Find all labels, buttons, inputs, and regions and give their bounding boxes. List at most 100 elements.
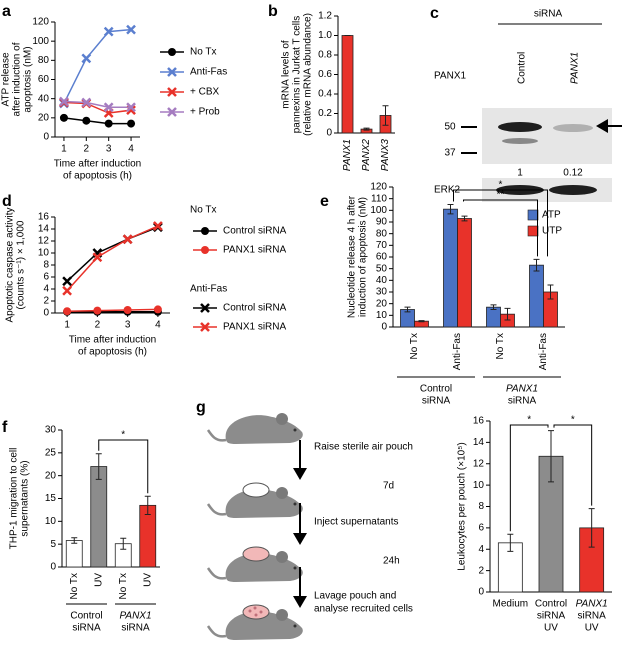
x-tick-label: 3 <box>125 320 131 331</box>
y-tick-label: 120 <box>370 182 387 193</box>
x-tick-label: 1 <box>64 320 70 331</box>
legend-label: Control siRNA <box>223 303 287 314</box>
y-tick-label: 90 <box>376 217 388 228</box>
arrow-head <box>293 596 307 608</box>
data-point <box>59 96 69 107</box>
x-tick-label: No Tx <box>69 573 80 600</box>
bar <box>90 466 108 568</box>
arrow-head <box>596 119 608 133</box>
legend-marker <box>200 303 210 313</box>
legend-label: + CBX <box>190 87 220 98</box>
error-bar <box>382 105 389 126</box>
y-tick-label: 6 <box>43 272 49 283</box>
y-tick-label: 1.0 <box>318 30 332 41</box>
x-tick-label: No Tx <box>118 573 129 600</box>
error-bar <box>418 320 425 323</box>
legend-swatch <box>527 225 539 237</box>
blot-band <box>553 124 593 132</box>
step-label: Raise sterile air pouch <box>314 442 413 453</box>
y-tick-label: 14 <box>473 437 485 448</box>
mouse <box>206 411 305 446</box>
y-tick-label: 4 <box>43 284 49 295</box>
y-tick-label: 4 <box>478 544 484 555</box>
group-label: PANX1 <box>119 611 151 622</box>
y-tick-label: 0.4 <box>318 89 332 100</box>
air-pouch <box>242 482 270 498</box>
significance-label: * <box>499 180 503 191</box>
y-axis-label: supernatants (%) <box>20 460 31 536</box>
y-tick-label: 0.8 <box>318 50 332 61</box>
y-tick-label: 25 <box>45 447 57 458</box>
y-tick-label: 100 <box>370 205 387 216</box>
significance-bracket <box>509 424 549 532</box>
y-tick-label: 6 <box>478 523 484 534</box>
y-tick-label: 8 <box>43 260 49 271</box>
y-tick-label: 5 <box>50 539 56 550</box>
bar <box>457 218 472 328</box>
x-tick-label: 2 <box>84 144 90 155</box>
series-line <box>66 225 159 292</box>
y-tick-label: 0 <box>50 562 56 573</box>
data-point <box>62 276 72 287</box>
significance-bracket <box>463 199 538 257</box>
legend-label: Anti-Fas <box>190 67 227 78</box>
y-tick-label: 12 <box>38 236 50 247</box>
y-tick-label: 0 <box>381 322 387 333</box>
panel-label: d <box>2 193 12 210</box>
x-tick-label: PANX1 <box>576 599 608 610</box>
significance-bracket <box>98 439 149 494</box>
x-tick-label: 3 <box>106 144 112 155</box>
y-tick-label: 12 <box>473 458 485 469</box>
y-tick-label: 0 <box>478 587 484 598</box>
y-tick-label: 120 <box>32 17 49 28</box>
lane-label: PANX1 <box>570 52 581 84</box>
group-label: Control <box>70 611 102 622</box>
error-bar <box>547 284 554 300</box>
legend-label: PANX1 siRNA <box>223 245 286 256</box>
group-label: siRNA <box>508 396 537 407</box>
x-tick-label: siRNA <box>577 611 606 622</box>
significance-label: * <box>527 415 531 426</box>
y-axis-label: ATP release <box>1 52 12 107</box>
data-point <box>92 252 103 263</box>
blot-band <box>498 122 542 132</box>
error-bar <box>533 258 540 272</box>
x-axis-label: Time after induction <box>54 159 141 170</box>
interval-label: 7d <box>383 481 394 492</box>
cell-dot <box>248 609 252 613</box>
legend-label: PANX1 siRNA <box>223 322 286 333</box>
y-axis-label: after induction of <box>12 42 23 116</box>
step-label: Lavage pouch and <box>314 591 396 602</box>
x-tick-label: Medium <box>493 599 529 610</box>
group-label: siRNA <box>422 396 451 407</box>
error-bar <box>507 533 514 552</box>
cell-dot <box>254 613 258 617</box>
legend-label: Control siRNA <box>223 226 287 237</box>
x-tick-label: 4 <box>155 320 161 331</box>
x-tick-label: siRNA <box>537 611 566 622</box>
data-point <box>81 53 92 64</box>
x-tick-label: UV <box>585 623 599 634</box>
recruited-cells <box>248 606 263 617</box>
y-axis-label: (relative mRNA abundance) <box>303 13 314 136</box>
panel-label: e <box>320 193 329 210</box>
y-tick-label: 50 <box>376 263 388 274</box>
x-axis-label: of apoptosis (h) <box>63 171 132 182</box>
y-tick-label: 0.2 <box>318 108 332 119</box>
data-point <box>127 119 136 128</box>
error-bar <box>144 495 151 515</box>
y-tick-label: 1.2 <box>318 11 332 22</box>
cell-dot <box>253 606 257 610</box>
legend-label: UTP <box>542 226 562 237</box>
y-tick-label: 2 <box>43 296 49 307</box>
group-label: siRNA <box>121 623 150 634</box>
error-bar <box>548 430 554 483</box>
bar <box>486 306 501 328</box>
y-tick-label: 30 <box>45 425 57 436</box>
y-axis-label: THP-1 migration to cell <box>9 448 20 550</box>
legend-marker <box>167 87 177 97</box>
blot-band <box>549 185 597 195</box>
data-point <box>126 24 136 35</box>
significance-label: * <box>121 430 125 441</box>
legend-marker <box>200 322 210 332</box>
